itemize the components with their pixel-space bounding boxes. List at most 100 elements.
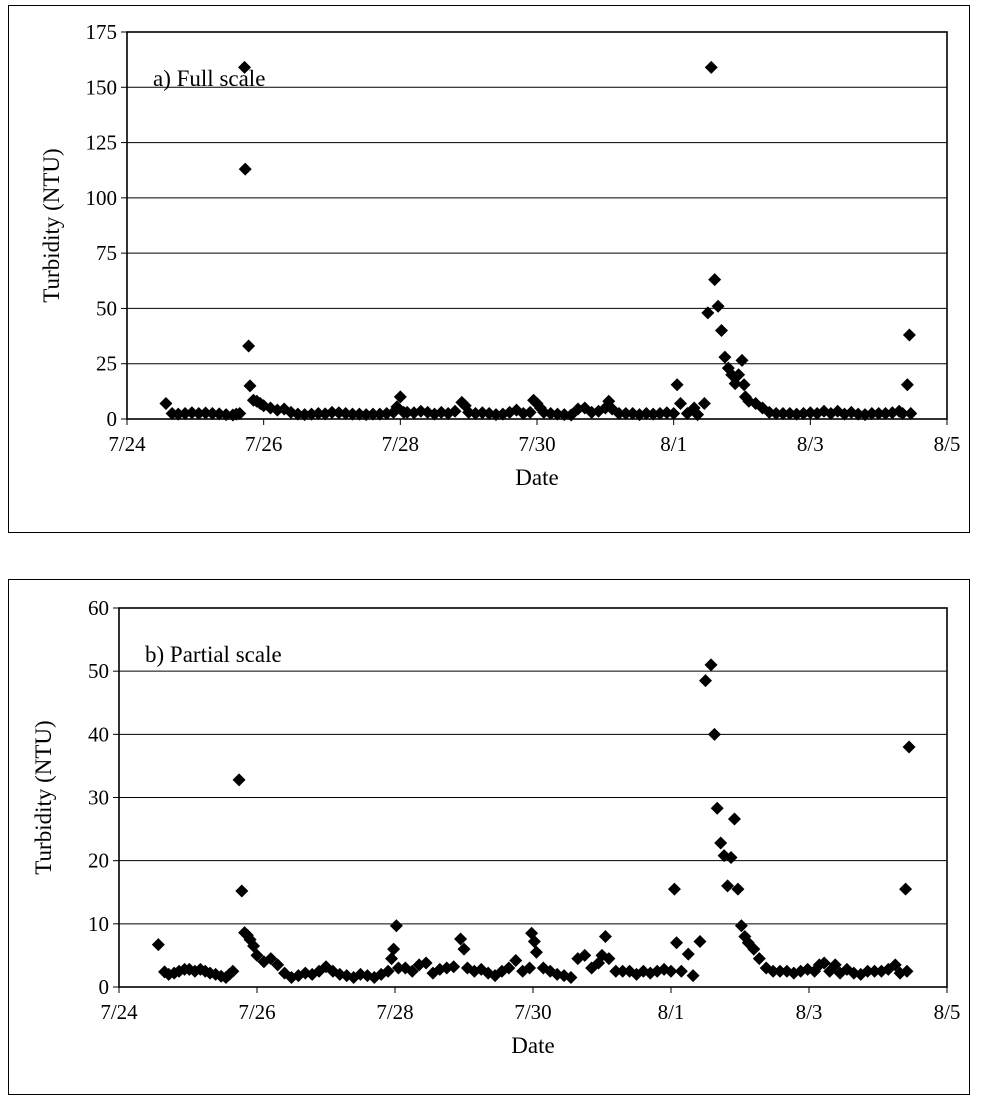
data-point [623, 964, 637, 978]
data-point [670, 936, 684, 950]
data-point [714, 836, 728, 850]
data-point [448, 404, 462, 418]
data-point [238, 60, 252, 74]
data-point [405, 964, 419, 978]
x-tick-label: 8/1 [658, 1000, 685, 1024]
data-point [619, 406, 633, 420]
y-tick-label: 25 [96, 352, 117, 376]
data-point [708, 273, 722, 287]
data-point [389, 919, 403, 933]
data-point [734, 919, 748, 933]
data-point [667, 406, 681, 420]
data-point [387, 942, 401, 956]
x-tick-label: 7/30 [514, 1000, 551, 1024]
y-tick-label: 60 [88, 596, 109, 620]
data-point [326, 964, 340, 978]
data-point [474, 962, 488, 976]
data-point [636, 964, 650, 978]
x-tick-label: 8/5 [934, 432, 961, 456]
data-point [235, 884, 249, 898]
chart-b: 0 10 20 30 40 50 60 7/24 7/26 7/28 7/30 8/1 8/3 8/5 Da… [31, 596, 961, 1058]
data-point [888, 958, 902, 972]
y-tick-label: 125 [86, 131, 118, 155]
data-point [773, 964, 787, 978]
data-point [868, 964, 882, 978]
x-tick-label: 8/3 [797, 432, 824, 456]
data-point [731, 882, 745, 896]
data-point [502, 961, 516, 975]
y-axis-title: Turbidity (NTU) [31, 720, 56, 874]
data-point [900, 378, 914, 392]
data-point [721, 879, 735, 893]
x-tick-label: 7/24 [100, 1000, 138, 1024]
data-point [710, 801, 724, 815]
data-point [674, 964, 688, 978]
data-point [896, 406, 910, 420]
data-point [801, 962, 815, 976]
y-tick-label: 10 [88, 912, 109, 936]
data-point [354, 967, 367, 981]
data-point [715, 324, 728, 338]
data-point [523, 405, 537, 419]
data-point [686, 969, 700, 983]
data-point [159, 397, 173, 411]
data-point [776, 406, 790, 420]
data-point [681, 947, 695, 961]
data-point [693, 935, 707, 949]
x-tick-label: 7/30 [518, 432, 555, 456]
data-point [766, 964, 780, 978]
data-point [226, 964, 240, 978]
data-point [238, 162, 252, 176]
data-point [701, 306, 715, 320]
x-tick-label: 7/28 [382, 432, 419, 456]
data-point [674, 397, 687, 411]
x-tick-label: 7/26 [238, 1000, 275, 1024]
x-tick-label: 8/5 [934, 1000, 961, 1024]
data-point [193, 962, 207, 976]
data-point [872, 406, 886, 420]
data-point [447, 960, 461, 974]
y-tick-label: 0 [99, 975, 110, 999]
data-point [904, 406, 918, 420]
data-point [769, 406, 783, 420]
data-point [527, 935, 541, 949]
data-point [752, 952, 766, 966]
data-point [718, 350, 732, 364]
data-point [550, 967, 564, 981]
y-tick-label: 30 [88, 786, 109, 810]
data-point [564, 971, 578, 985]
y-tick-label: 40 [88, 722, 109, 746]
data-point [817, 956, 831, 970]
y-axis-title: Turbidity (NTU) [39, 148, 64, 302]
data-point [182, 962, 196, 976]
data-point [670, 378, 684, 392]
data-point [242, 339, 256, 353]
y-tick-label: 0 [107, 407, 118, 431]
y-tick-label: 175 [86, 20, 118, 44]
data-point [151, 938, 165, 952]
y-tick-label: 50 [88, 659, 109, 683]
data-point [393, 390, 407, 404]
data-point [243, 379, 257, 393]
y-tick-label: 20 [88, 849, 109, 873]
data-point [691, 408, 705, 422]
x-tick-label: 7/28 [376, 1000, 413, 1024]
data-point [233, 406, 247, 420]
data-point [840, 962, 854, 976]
data-point [419, 956, 433, 970]
data-point [523, 961, 537, 975]
data-point [828, 958, 842, 972]
data-point [861, 964, 875, 978]
data-point [529, 945, 543, 959]
data-point [699, 674, 712, 688]
y-tick-label: 75 [96, 241, 117, 265]
chart-panel-a: 0 25 50 75 100 125 150 175 7/24 7/26 7/28 7/30 8/1 8/… [8, 5, 970, 533]
data-point [735, 353, 749, 367]
data-point [578, 948, 592, 962]
data-point [543, 964, 557, 978]
x-tick-label: 8/3 [796, 1000, 823, 1024]
y-tick-label: 150 [86, 75, 118, 99]
data-point [509, 953, 523, 967]
data-point [385, 952, 399, 966]
data-point [391, 961, 405, 975]
